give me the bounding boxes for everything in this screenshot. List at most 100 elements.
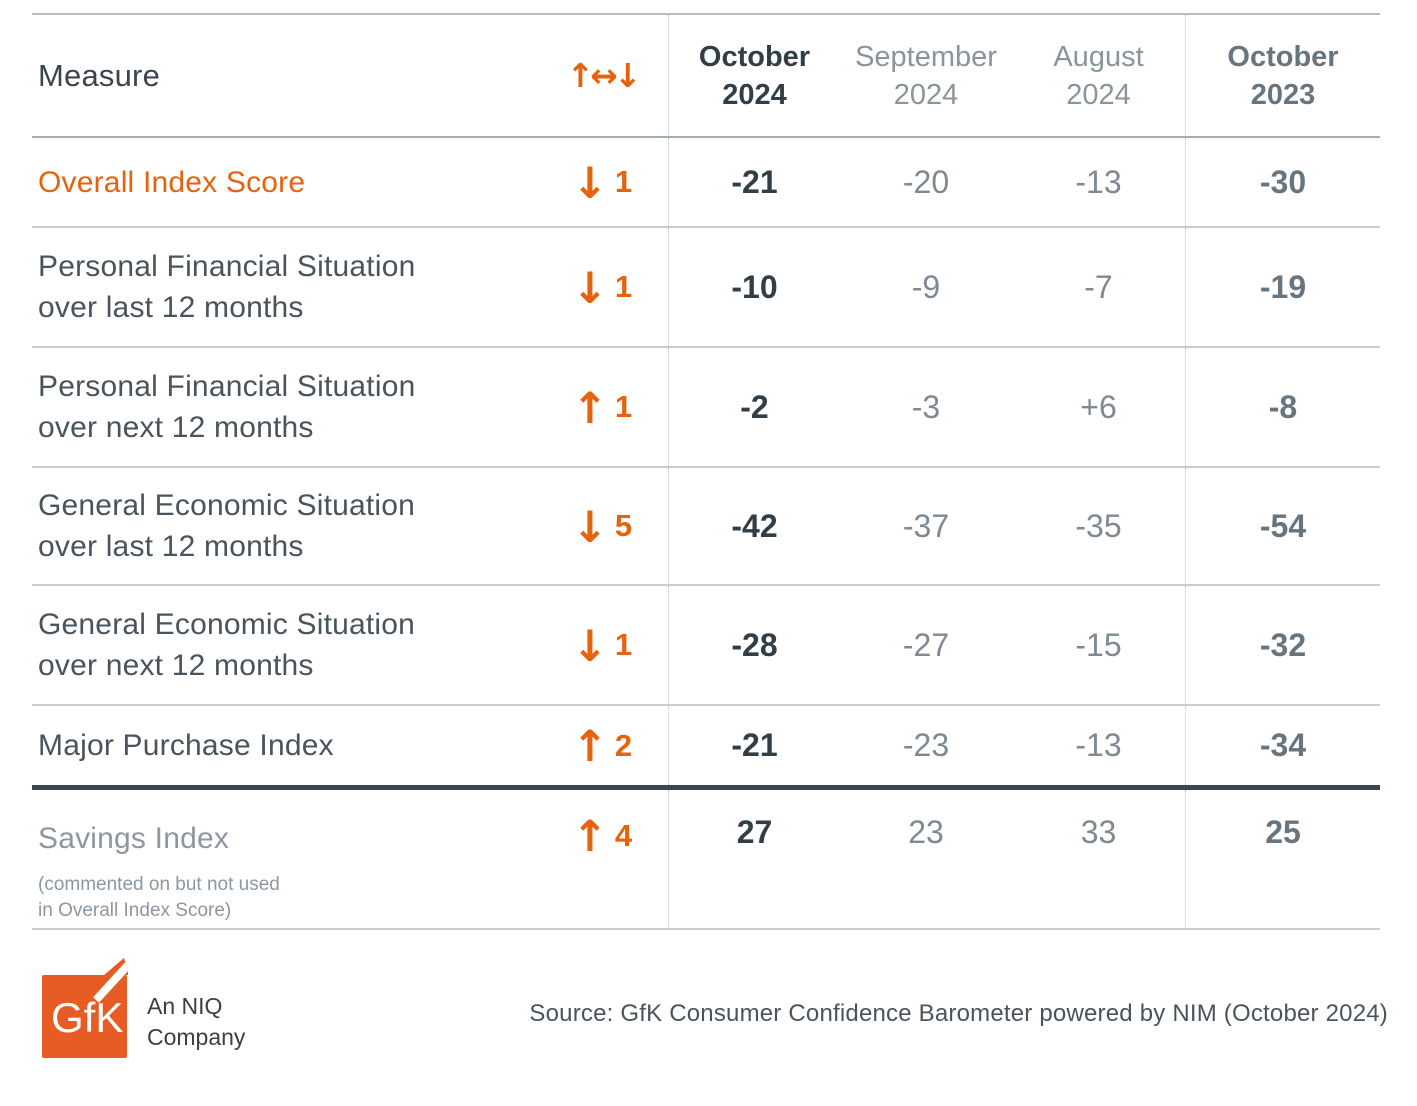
change-cell: ↓ 5 (536, 468, 668, 584)
value-cell-september-2024: 23 (840, 790, 1012, 928)
value: -3 (911, 388, 941, 425)
value: -2 (740, 388, 769, 425)
down-arrow-icon: ↓ (571, 621, 608, 672)
change-value: 2 (614, 727, 633, 763)
value-cell-october-2023: -54 (1185, 468, 1380, 584)
up-arrow-icon: ↑ (571, 812, 608, 862)
row-label-cell: Personal Financial Situation over last 1… (32, 228, 536, 346)
value: -34 (1259, 727, 1307, 763)
column-header-october-2024: October 2024 (668, 15, 840, 136)
up-leftright-down-arrows-icon: ↑↔↓ (566, 56, 642, 95)
value-cell-august-2024: -13 (1012, 706, 1185, 785)
row-label-line1: General Economic Situation (38, 608, 416, 641)
value-cell-august-2024: 33 (1012, 790, 1185, 928)
value: -19 (1259, 268, 1307, 305)
row-label-line2: over last 12 months (38, 291, 304, 324)
value-cell-august-2024: -15 (1012, 586, 1185, 704)
column-header-october-2023: October 2023 (1185, 15, 1380, 136)
value: 25 (1265, 814, 1301, 850)
month-name: August (1053, 40, 1144, 73)
month-name: October (1227, 40, 1339, 73)
row-label-line2: over last 12 months (38, 530, 304, 563)
value: 23 (908, 814, 944, 850)
value-cell-october-2024: -21 (668, 706, 840, 785)
down-arrow-icon: ↓ (571, 263, 608, 314)
niq-line2: Company (147, 1024, 246, 1050)
value-cell-october-2023: 25 (1185, 790, 1380, 928)
value: 27 (736, 814, 773, 850)
change-cell: ↑ 2 (536, 706, 668, 785)
value: -10 (731, 268, 778, 305)
value-cell-august-2024: -13 (1012, 138, 1185, 226)
row-footnote: (commented on but not used in Overall In… (38, 872, 280, 924)
change-value: 1 (614, 164, 633, 199)
row-footnote-line1: (commented on but not used (38, 874, 280, 895)
gfk-logo-text: GfK (51, 994, 123, 1041)
column-header-measure: Measure (38, 57, 161, 93)
row-label: Savings Index (38, 822, 230, 855)
up-arrow-icon: ↑ (571, 383, 608, 434)
value-cell-october-2023: -32 (1185, 586, 1380, 704)
row-label-cell: General Economic Situation over next 12 … (32, 586, 536, 704)
value-cell-october-2024: -42 (668, 468, 840, 584)
value: -15 (1075, 626, 1122, 663)
row-label-cell: Personal Financial Situation over next 1… (32, 348, 536, 466)
value: -21 (731, 163, 778, 200)
value: -54 (1259, 507, 1307, 544)
gfk-logo: GfK (42, 958, 132, 1058)
value-cell-october-2023: -34 (1185, 706, 1380, 785)
value: -32 (1259, 626, 1307, 663)
value: -37 (902, 507, 950, 544)
value-cell-october-2023: -30 (1185, 138, 1380, 226)
table-row-savings-index: Savings Index (commented on but not used… (32, 790, 1380, 928)
column-header-september-2024: September 2024 (840, 15, 1012, 136)
value-cell-september-2024: -3 (840, 348, 1012, 466)
row-footnote-line2: in Overall Index Score) (38, 900, 232, 921)
up-arrow-icon: ↑ (571, 722, 608, 772)
value: -35 (1075, 507, 1122, 544)
value-cell-august-2024: +6 (1012, 348, 1185, 466)
value-cell-october-2024: -10 (668, 228, 840, 346)
change-cell: ↓ 1 (536, 228, 668, 346)
value: -21 (731, 727, 778, 763)
value: -13 (1075, 727, 1122, 763)
value: -8 (1268, 388, 1298, 425)
table-header-row: Measure ↑↔↓ October 2024 September 2024 … (32, 15, 1380, 138)
down-arrow-icon: ↓ (571, 158, 608, 209)
change-value: 1 (614, 627, 633, 662)
row-label-line1: General Economic Situation (38, 489, 416, 522)
table-row-general-economic-last-12: General Economic Situation over last 12 … (32, 468, 1380, 586)
change-cell: ↓ 1 (536, 138, 668, 226)
value: -20 (902, 163, 950, 200)
row-label-cell: Overall Index Score (32, 138, 536, 226)
confidence-table: Measure ↑↔↓ October 2024 September 2024 … (32, 13, 1380, 930)
change-value: 1 (614, 269, 633, 304)
niq-company-tagline: An NIQ Company (147, 991, 245, 1053)
value: +6 (1080, 388, 1117, 425)
value: -30 (1259, 163, 1307, 200)
row-label: Overall Index Score (38, 165, 306, 199)
value-cell-september-2024: -27 (840, 586, 1012, 704)
change-value: 1 (614, 389, 633, 424)
row-label-line2: over next 12 months (38, 649, 314, 682)
row-label-cell: Savings Index (commented on but not used… (32, 790, 536, 928)
value: -42 (731, 507, 778, 544)
row-label: Major Purchase Index (38, 729, 334, 762)
table-row-major-purchase-index: Major Purchase Index ↑ 2 -21 -23 -13 -34 (32, 706, 1380, 790)
value-cell-september-2024: -37 (840, 468, 1012, 584)
value-cell-october-2023: -8 (1185, 348, 1380, 466)
value-cell-september-2024: -23 (840, 706, 1012, 785)
change-cell: ↓ 1 (536, 586, 668, 704)
table-row-personal-financial-next-12: Personal Financial Situation over next 1… (32, 348, 1380, 468)
value-cell-october-2024: 27 (668, 790, 840, 928)
change-header-cell: ↑↔↓ (536, 15, 668, 136)
row-label-cell: Major Purchase Index (32, 706, 536, 785)
table-row-personal-financial-last-12: Personal Financial Situation over last 1… (32, 228, 1380, 348)
value-cell-october-2024: -2 (668, 348, 840, 466)
table-row-overall-index-score: Overall Index Score ↓ 1 -21 -20 -13 -30 (32, 138, 1380, 228)
row-label-cell: General Economic Situation over last 12 … (32, 468, 536, 584)
month-year: 2024 (1066, 78, 1131, 111)
value: -13 (1075, 163, 1122, 200)
value-cell-september-2024: -9 (840, 228, 1012, 346)
